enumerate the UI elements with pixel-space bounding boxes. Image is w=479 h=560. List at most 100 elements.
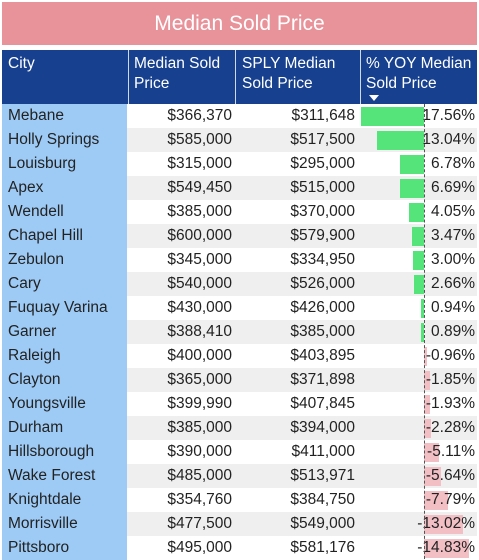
median-price-cell: $315,000 bbox=[167, 155, 232, 172]
sply-median-price-cell: $517,500 bbox=[290, 131, 355, 148]
table-row[interactable]: Zebulon $345,000 $334,950 3.00% bbox=[2, 248, 477, 272]
yoy-cell: 6.69% bbox=[361, 176, 477, 200]
yoy-cell: -2.28% bbox=[361, 416, 477, 440]
yoy-value: 0.94% bbox=[431, 299, 475, 316]
table-row[interactable]: Morrisville $477,500 $549,000 -13.02% bbox=[2, 512, 477, 536]
sply-median-price-cell: $407,845 bbox=[290, 395, 355, 412]
yoy-value: -2.28% bbox=[425, 419, 475, 436]
median-price-cell: $540,000 bbox=[167, 275, 232, 292]
yoy-value: 2.66% bbox=[431, 275, 475, 292]
yoy-data-bar bbox=[400, 179, 424, 198]
yoy-value: -1.85% bbox=[425, 371, 475, 388]
column-divider[interactable] bbox=[360, 50, 361, 104]
yoy-cell: 0.89% bbox=[361, 320, 477, 344]
yoy-cell: 2.66% bbox=[361, 272, 477, 296]
yoy-cell: 6.78% bbox=[361, 152, 477, 176]
median-price-cell: $385,000 bbox=[167, 419, 232, 436]
yoy-value: 3.00% bbox=[431, 251, 475, 268]
table-row[interactable]: Clayton $365,000 $371,898 -1.85% bbox=[2, 368, 477, 392]
yoy-data-bar bbox=[424, 491, 448, 510]
median-price-cell: $495,000 bbox=[167, 539, 232, 556]
table-header: City Median Sold Price SPLY Median Sold … bbox=[2, 50, 477, 104]
city-cell: Holly Springs bbox=[2, 128, 127, 152]
sply-median-price-cell: $526,000 bbox=[290, 275, 355, 292]
column-header-median[interactable]: Median Sold Price bbox=[134, 55, 221, 92]
table-row[interactable]: Raleigh $400,000 $403,895 -0.96% bbox=[2, 344, 477, 368]
yoy-cell: -13.02% bbox=[361, 512, 477, 536]
median-price-cell: $366,370 bbox=[167, 107, 232, 124]
yoy-cell: 17.56% bbox=[361, 104, 477, 128]
table-row[interactable]: Fuquay Varina $430,000 $426,000 0.94% bbox=[2, 296, 477, 320]
median-price-cell: $390,000 bbox=[167, 443, 232, 460]
yoy-value: 6.78% bbox=[431, 155, 475, 172]
yoy-cell: -1.85% bbox=[361, 368, 477, 392]
city-cell: Louisburg bbox=[2, 152, 127, 176]
city-cell: Clayton bbox=[2, 368, 127, 392]
sply-median-price-cell: $579,900 bbox=[290, 227, 355, 244]
table-row[interactable]: Youngsville $399,990 $407,845 -1.93% bbox=[2, 392, 477, 416]
table-row[interactable]: Louisburg $315,000 $295,000 6.78% bbox=[2, 152, 477, 176]
table-row[interactable]: Wendell $385,000 $370,000 4.05% bbox=[2, 200, 477, 224]
median-price-cell: $600,000 bbox=[167, 227, 232, 244]
city-cell: Chapel Hill bbox=[2, 224, 127, 248]
yoy-value: -5.64% bbox=[425, 467, 475, 484]
yoy-cell: 13.04% bbox=[361, 128, 477, 152]
yoy-value: -7.79% bbox=[425, 491, 475, 508]
yoy-cell: 4.05% bbox=[361, 200, 477, 224]
table-row[interactable]: Garner $388,410 $385,000 0.89% bbox=[2, 320, 477, 344]
sply-median-price-cell: $370,000 bbox=[290, 203, 355, 220]
sply-median-price-cell: $513,971 bbox=[290, 467, 355, 484]
column-header-sply[interactable]: SPLY Median Sold Price bbox=[242, 55, 336, 92]
city-cell: Knightdale bbox=[2, 488, 127, 512]
table-row[interactable]: Knightdale $354,760 $384,750 -7.79% bbox=[2, 488, 477, 512]
median-price-cell: $399,990 bbox=[167, 395, 232, 412]
city-cell: Mebane bbox=[2, 104, 127, 128]
table-row[interactable]: Holly Springs $585,000 $517,500 13.04% bbox=[2, 128, 477, 152]
table-row[interactable]: Chapel Hill $600,000 $579,900 3.47% bbox=[2, 224, 477, 248]
city-cell: Garner bbox=[2, 320, 127, 344]
sort-descending-icon[interactable] bbox=[369, 95, 379, 101]
column-header-city[interactable]: City bbox=[8, 55, 35, 72]
yoy-data-bar bbox=[424, 395, 430, 414]
table-row[interactable]: Pittsboro $495,000 $581,176 -14.83% bbox=[2, 536, 477, 560]
yoy-data-bar bbox=[412, 227, 424, 246]
yoy-value: -5.11% bbox=[427, 443, 475, 460]
yoy-data-bar bbox=[421, 299, 424, 318]
yoy-cell: 3.47% bbox=[361, 224, 477, 248]
table-row[interactable]: Apex $549,450 $515,000 6.69% bbox=[2, 176, 477, 200]
yoy-cell: -5.64% bbox=[361, 464, 477, 488]
yoy-data-bar bbox=[424, 515, 463, 534]
table-row[interactable]: Mebane $366,370 $311,648 17.56% bbox=[2, 104, 477, 128]
yoy-cell: -5.11% bbox=[361, 440, 477, 464]
yoy-data-bar bbox=[361, 107, 424, 126]
city-cell: Apex bbox=[2, 176, 127, 200]
yoy-data-bar bbox=[424, 371, 430, 390]
yoy-cell: -1.93% bbox=[361, 392, 477, 416]
yoy-data-bar bbox=[424, 539, 469, 558]
table-row[interactable]: Cary $540,000 $526,000 2.66% bbox=[2, 272, 477, 296]
median-price-cell: $585,000 bbox=[167, 131, 232, 148]
table-row[interactable]: Durham $385,000 $394,000 -2.28% bbox=[2, 416, 477, 440]
median-price-cell: $365,000 bbox=[167, 371, 232, 388]
yoy-value: -13.02% bbox=[417, 515, 475, 532]
city-cell: Youngsville bbox=[2, 392, 127, 416]
median-price-cell: $388,410 bbox=[167, 323, 232, 340]
yoy-value: 17.56% bbox=[422, 107, 475, 124]
sply-median-price-cell: $311,648 bbox=[291, 107, 356, 124]
column-divider[interactable] bbox=[235, 50, 236, 104]
yoy-value: 3.47% bbox=[431, 227, 475, 244]
yoy-cell: 0.94% bbox=[361, 296, 477, 320]
table-row[interactable]: Wake Forest $485,000 $513,971 -5.64% bbox=[2, 464, 477, 488]
city-cell: Morrisville bbox=[2, 512, 127, 536]
city-cell: Hillsborough bbox=[2, 440, 127, 464]
sply-median-price-cell: $394,000 bbox=[290, 419, 355, 436]
column-header-yoy[interactable]: % YOY Median Sold Price bbox=[366, 55, 472, 92]
city-cell: Wendell bbox=[2, 200, 127, 224]
median-price-cell: $345,000 bbox=[167, 251, 232, 268]
table-row[interactable]: Hillsborough $390,000 $411,000 -5.11% bbox=[2, 440, 477, 464]
sply-median-price-cell: $334,950 bbox=[290, 251, 355, 268]
median-price-cell: $485,000 bbox=[167, 467, 232, 484]
median-price-cell: $354,760 bbox=[167, 491, 232, 508]
yoy-data-bar bbox=[424, 443, 439, 462]
column-divider[interactable] bbox=[128, 50, 129, 104]
